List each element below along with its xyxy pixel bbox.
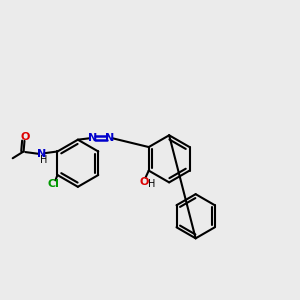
Text: H: H (40, 155, 47, 165)
Text: O: O (140, 177, 149, 187)
Text: O: O (20, 132, 30, 142)
Text: H: H (148, 179, 155, 189)
Text: N: N (88, 133, 97, 143)
Text: N: N (37, 149, 46, 159)
Text: Cl: Cl (48, 179, 60, 190)
Text: N: N (105, 133, 114, 143)
